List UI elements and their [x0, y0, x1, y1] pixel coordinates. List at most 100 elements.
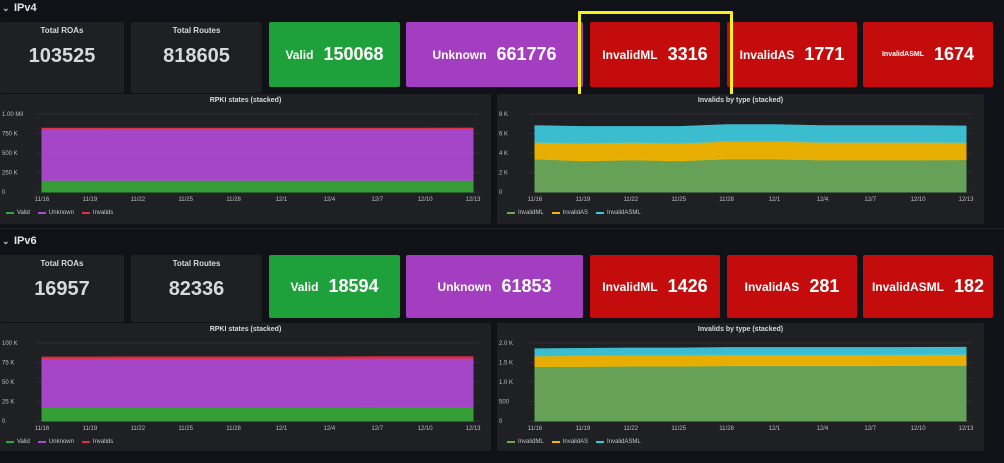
row-title-ipv4: IPv4 — [14, 2, 37, 14]
area-series-invalids — [41, 356, 474, 360]
x-tick-label: 11/16 — [528, 426, 543, 432]
stat-value: 18594 — [328, 276, 379, 296]
row-title-ipv6: IPv6 — [14, 235, 37, 247]
panel-rpki-states-ipv6[interactable]: RPKI states (stacked) 100 K 75 K 50 K 25 K 0… — [0, 323, 491, 451]
chart-rpki-states-ipv6: 100 K 75 K 50 K 25 K 0 11/16 11/19 11/22 11/25 11… — [2, 341, 481, 432]
stat-invalidas-ipv6: InvalidAS 281 — [727, 255, 857, 318]
x-tick-label: 11/25 — [671, 426, 686, 432]
legend-item-unknown[interactable]: Unknown — [37, 210, 74, 216]
y-tick-label: 500 — [499, 400, 510, 406]
stat-total-roas-ipv4: Total ROAs 103525 — [0, 22, 124, 93]
stat-title: Total ROAs — [40, 259, 84, 268]
legend-label: InvalidASML — [607, 210, 641, 216]
legend-item-invalidas[interactable]: InvalidAS — [551, 210, 588, 216]
legend-item-valid[interactable]: Valid — [6, 439, 30, 445]
legend: InvalidML InvalidAS InvalidASML — [507, 439, 641, 445]
legend-item-invalids[interactable]: Invalids — [81, 210, 114, 216]
x-tick-label: 11/25 — [178, 197, 193, 203]
area-series-unknown — [41, 128, 474, 181]
stat-title: Total Routes — [172, 26, 221, 35]
stat-invalidas-ipv4: InvalidAS 1771 — [727, 22, 857, 87]
stat-value: 1771 — [804, 44, 845, 64]
stat-title: Total ROAs — [40, 26, 84, 35]
y-tick-label: 0 — [499, 419, 503, 425]
y-tick-label: 2 K — [499, 171, 508, 177]
legend-item-invalidas[interactable]: InvalidAS — [551, 439, 589, 445]
x-tick-label: 11/19 — [83, 426, 98, 432]
legend-item-invalidasml[interactable]: InvalidASML — [596, 210, 641, 216]
x-tick-label: 11/16 — [528, 197, 543, 203]
row-toggle-ipv6[interactable]: ⌄ IPv6 — [2, 234, 37, 248]
legend-label: Invalids — [92, 210, 114, 216]
area-series-invalidml — [534, 158, 967, 193]
y-tick-label: 1.0 K — [499, 380, 513, 386]
x-tick-label: 12/1 — [769, 197, 781, 203]
x-tick-label: 11/25 — [671, 197, 686, 203]
row-toggle-ipv4[interactable]: ⌄ IPv4 — [2, 1, 37, 15]
x-tick-label: 11/22 — [623, 197, 638, 203]
y-tick-label: 8 K — [499, 112, 508, 118]
x-tick-label: 11/22 — [130, 197, 145, 203]
stat-value: 150068 — [323, 44, 384, 64]
y-tick-label: 4 K — [499, 151, 508, 157]
x-tick-label: 12/1 — [276, 426, 288, 432]
legend-item-invalids[interactable]: Invalids — [81, 439, 114, 445]
y-tick-label: 25 K — [2, 400, 14, 406]
legend-item-invalidml[interactable]: InvalidML — [507, 210, 544, 216]
x-tick-label: 12/1 — [769, 426, 781, 432]
area-series-invalids — [41, 127, 474, 130]
stat-label: Unknown — [437, 279, 492, 294]
legend: InvalidML InvalidAS InvalidASML — [507, 210, 641, 216]
y-tick-label: 75 K — [2, 361, 14, 367]
x-tick-label: 12/4 — [816, 197, 828, 203]
stat-value: 182 — [953, 276, 985, 296]
x-tick-label: 12/1 — [276, 197, 288, 203]
legend-label: InvalidML — [518, 439, 544, 445]
legend-item-invalidml[interactable]: InvalidML — [507, 439, 544, 445]
stat-label: Valid — [290, 279, 319, 294]
stat-value: 661776 — [496, 44, 557, 64]
x-tick-label: 12/7 — [864, 426, 876, 432]
stat-total-roas-ipv6: Total ROAs 16957 — [0, 255, 124, 322]
chart-invalids-by-type-ipv6: 2.0 K 1.5 K 1.0 K 500 0 11/16 11/19 11/22 11/25 1… — [499, 341, 974, 432]
x-tick-label: 12/13 — [958, 197, 974, 203]
legend-label: InvalidAS — [562, 439, 589, 445]
x-tick-label: 11/19 — [576, 426, 591, 432]
stat-unknown-ipv4: Unknown 661776 — [406, 22, 583, 87]
x-tick-label: 12/4 — [323, 197, 335, 203]
x-tick-label: 11/25 — [178, 426, 193, 432]
stat-invalidml-ipv4: InvalidML 3316 — [590, 22, 720, 87]
stat-total-routes-ipv4: Total Routes 818605 — [131, 22, 262, 93]
x-tick-label: 12/13 — [958, 426, 974, 432]
x-tick-label: 11/28 — [719, 197, 734, 203]
y-tick-label: 250 K — [2, 171, 18, 177]
panel-title: RPKI states (stacked) — [209, 97, 282, 104]
stat-value: 818605 — [163, 45, 230, 67]
legend-item-invalidasml[interactable]: InvalidASML — [596, 439, 641, 445]
legend-label: Valid — [17, 439, 30, 445]
area-series-valid — [41, 179, 474, 193]
y-tick-label: 50 K — [2, 380, 14, 386]
stat-total-routes-ipv6: Total Routes 82336 — [131, 255, 262, 322]
stat-value: 281 — [809, 276, 840, 296]
stat-value: 1426 — [667, 276, 708, 296]
stat-label: InvalidML — [602, 279, 658, 294]
legend-label: Invalids — [92, 439, 114, 445]
stat-invalidml-ipv6: InvalidML 1426 — [590, 255, 720, 318]
panel-invalids-by-type-ipv4[interactable]: Invalids by type (stacked) 8 K 6 K 4 K 2 K 0… — [497, 94, 984, 224]
area-series-invalidas — [534, 353, 967, 367]
panel-title: RPKI states (stacked) — [209, 326, 282, 333]
y-tick-label: 1.5 K — [499, 361, 513, 367]
x-tick-label: 12/4 — [323, 426, 335, 432]
y-tick-label: 0 — [2, 190, 6, 196]
legend-item-unknown[interactable]: Unknown — [37, 439, 74, 445]
chevron-down-icon: ⌄ — [2, 2, 10, 13]
legend-item-valid[interactable]: Valid — [6, 210, 30, 216]
stat-label: InvalidAS — [739, 47, 795, 62]
legend-label: InvalidASML — [607, 439, 641, 445]
area-series-unknown — [41, 357, 474, 408]
x-tick-label: 11/19 — [83, 197, 98, 203]
panel-invalids-by-type-ipv6[interactable]: Invalids by type (stacked) 2.0 K 1.5 K 1.0… — [497, 323, 984, 451]
stat-label: Valid — [285, 47, 314, 62]
panel-rpki-states-ipv4[interactable]: RPKI states (stacked) 1.00 Mil 750 K 500 K… — [0, 94, 491, 224]
